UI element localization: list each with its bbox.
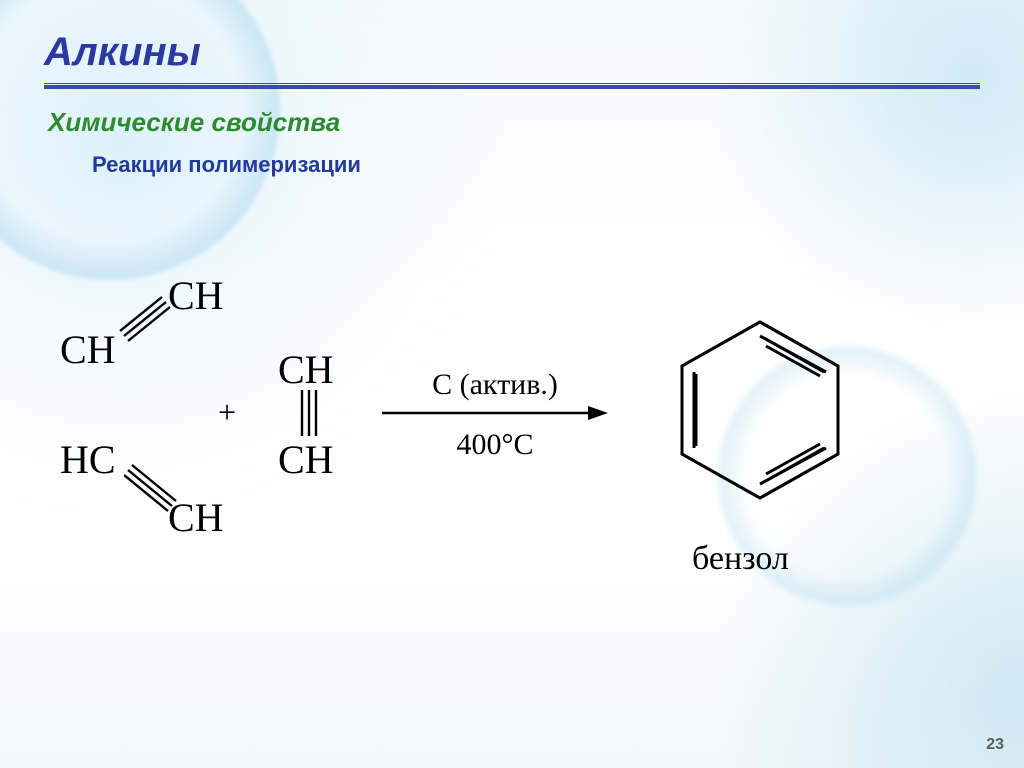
slide-title: Алкины [44,30,980,75]
page-number: 23 [986,736,1004,754]
benzene-ring-overlay [660,308,860,518]
molecule1-ch-bottom: CH [60,326,116,373]
slide-content: Алкины Химические свойства Реакции полим… [0,0,1024,768]
molecule3-ch-top: CH [278,346,334,393]
molecule3-ch-bottom: CH [278,436,334,483]
arrow-line [380,404,610,422]
section-subsubtitle: Реакции полимеризации [92,152,980,178]
section-subtitle: Химические свойства [48,107,980,138]
arrow-condition-bottom: 400°C [380,430,610,460]
plus-sign: + [218,394,236,431]
title-divider [44,83,980,89]
reaction-arrow: C (актив.) 400°C [380,370,610,460]
molecule2-triple-bond [124,464,182,516]
molecule2-hc: HC [60,436,116,483]
arrow-condition-top: C (актив.) [380,370,610,400]
reaction-diagram: CH CH HC CH + CH CH C (актив.) [60,278,940,618]
molecule1-triple-bond [118,292,176,344]
molecule3-triple-bond [294,388,324,438]
benzene-label: бензол [692,540,789,578]
molecule1-ch-top: CH [168,272,224,319]
